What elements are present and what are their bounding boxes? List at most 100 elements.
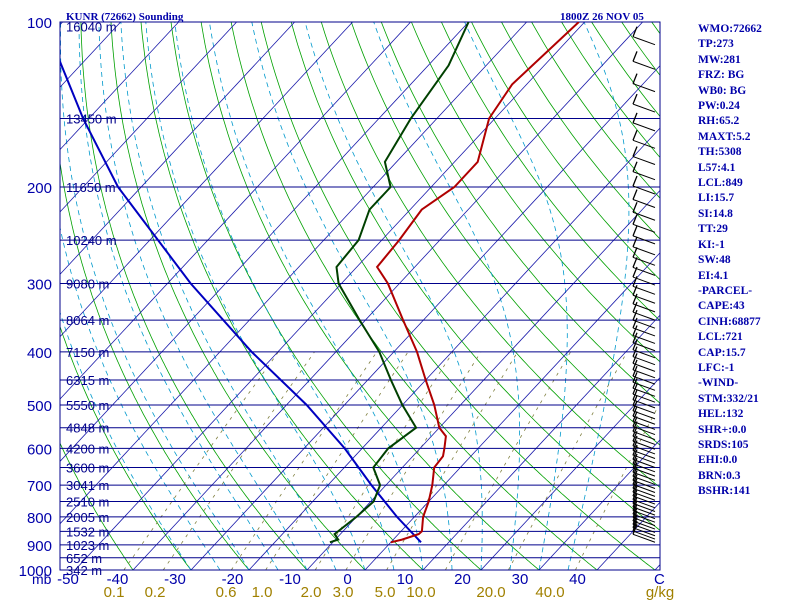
chart-time: 1800Z 26 NOV 05 — [560, 11, 644, 23]
pressure-tick-label: 400 — [27, 345, 52, 362]
sounding-index: SW:48 — [698, 254, 731, 267]
mixing-ratio-label: 0.6 — [216, 584, 237, 600]
isotherm — [74, 22, 585, 570]
wind-barb-flag — [632, 293, 638, 305]
height-label: 3600 m — [66, 460, 109, 475]
wind-barb — [632, 387, 656, 397]
sounding-index: WB0: BG — [698, 84, 747, 97]
wind-barb-flag — [632, 514, 638, 525]
height-label: 2005 m — [66, 510, 109, 525]
temperature-tick-label: -50 — [57, 571, 79, 588]
sounding-indices-panel: WMO:72662 TP:273 MW:281 FRZ: BG WB0: BG PW:0.… — [698, 22, 798, 500]
sounding-index: PW:0.24 — [698, 100, 740, 113]
wind-barb-flag — [632, 482, 638, 493]
pressure-tick-label: 600 — [27, 441, 52, 458]
wind-barb — [632, 327, 656, 337]
wind-barb-flag — [632, 285, 638, 296]
sounding-index: KI:-1 — [698, 238, 725, 251]
height-label: 8064 m — [66, 313, 109, 328]
wind-barb-flag — [632, 130, 638, 141]
wind-barb-flag — [632, 453, 638, 465]
isotherm — [248, 127, 660, 570]
sounding-index: RH:65.2 — [698, 115, 740, 128]
wind-barb-flag — [632, 266, 638, 278]
wind-barb — [632, 60, 656, 70]
sounding-index: MAXT:5.2 — [698, 130, 751, 143]
sounding-index: WMO:72662 — [698, 23, 762, 35]
sounding-index: TP:273 — [698, 38, 734, 51]
wind-barb — [632, 471, 656, 481]
wind-barb — [632, 294, 656, 304]
wind-barb-flag — [632, 236, 638, 248]
sounding-index: BRN:0.3 — [698, 469, 741, 482]
height-label: 5550 m — [66, 398, 109, 413]
height-label: 3041 m — [66, 478, 109, 493]
pressure-tick-label: 300 — [27, 276, 52, 293]
wind-barb-flag — [632, 73, 638, 84]
sounding-index: LI:15.7 — [698, 192, 735, 205]
wind-barb-flag — [632, 411, 638, 422]
moist-adiabat — [209, 22, 424, 570]
wind-barb-flag — [632, 517, 638, 529]
wind-barb-flag — [632, 247, 638, 258]
wind-barb — [632, 463, 656, 473]
wind-barb — [632, 342, 656, 352]
wind-barb-flag — [632, 214, 638, 225]
wind-barb — [632, 527, 656, 537]
wind-barb-flag — [632, 457, 638, 469]
wind-barb-flag — [632, 405, 638, 417]
wind-barb — [632, 223, 656, 233]
wind-barb-flag — [632, 26, 638, 37]
wind-barb-flag — [632, 389, 638, 401]
chart-title: KUNR (72662) Sounding — [66, 11, 184, 23]
sounding-index: FRZ: BG — [698, 69, 745, 82]
wind-barb-flag — [632, 474, 638, 485]
isotherm — [60, 22, 411, 400]
sounding-index: STM:332/21 — [698, 392, 759, 405]
sounding-index: SI:14.8 — [698, 207, 733, 220]
height-label: 6315 m — [66, 373, 109, 388]
wind-barb-flag — [632, 339, 638, 351]
wind-barb-flag — [632, 430, 638, 442]
temperature-tick-label: -30 — [164, 571, 186, 588]
wind-barb-flag — [632, 470, 638, 481]
temperature-tick-label: 10 — [397, 571, 414, 588]
wind-barb-flag — [632, 485, 638, 497]
isotherm — [538, 439, 660, 570]
wind-barb-flag — [632, 225, 638, 237]
temperature-trace — [375, 22, 580, 544]
wind-barb — [632, 484, 656, 493]
sounding-index: HEL:132 — [698, 408, 744, 421]
wind-barb — [632, 211, 656, 221]
mixing-ratio-label: 0.2 — [145, 584, 166, 600]
sounding-index: BSHR:141 — [698, 485, 751, 498]
wind-barb-flag — [632, 421, 638, 432]
temperature-tick-label: 30 — [512, 571, 529, 588]
wind-barb — [632, 530, 656, 540]
wind-barb-flag — [632, 493, 638, 504]
isotherm — [0, 22, 5, 570]
wind-barb-flag — [632, 478, 638, 489]
plot-frame — [59, 21, 661, 571]
mixing-ratio-label: 3.0 — [333, 584, 354, 600]
temperature-tick-label: 40 — [569, 571, 586, 588]
wind-barb-flag — [632, 462, 638, 473]
wind-barb — [632, 375, 656, 385]
wind-barb-flag — [632, 507, 638, 518]
wind-barb — [632, 356, 656, 366]
isotherm — [422, 314, 660, 570]
wind-barb-flag — [632, 112, 638, 124]
wind-barb — [632, 319, 656, 329]
isotherm — [60, 22, 353, 338]
mixing-ratio-line — [123, 351, 279, 570]
sounding-index: TT:29 — [698, 223, 728, 236]
wind-barb — [632, 362, 656, 372]
wind-barb — [632, 171, 656, 181]
height-label: 342 m — [66, 563, 102, 578]
wind-barb-flag — [632, 400, 638, 412]
sounding-index: EHI:0.0 — [698, 454, 738, 467]
dry-adiabat — [200, 22, 540, 570]
mixing-ratio-label: g/kg — [646, 584, 674, 600]
